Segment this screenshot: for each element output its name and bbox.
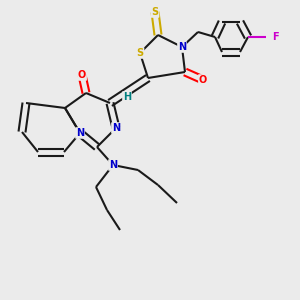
Text: N: N — [109, 160, 117, 170]
Text: O: O — [199, 75, 207, 85]
Text: S: S — [152, 7, 159, 17]
Text: H: H — [123, 92, 131, 102]
Text: N: N — [112, 123, 120, 133]
Text: N: N — [178, 42, 186, 52]
Text: F: F — [272, 32, 278, 42]
Text: S: S — [136, 48, 144, 58]
Text: N: N — [76, 128, 84, 138]
Text: O: O — [78, 70, 86, 80]
